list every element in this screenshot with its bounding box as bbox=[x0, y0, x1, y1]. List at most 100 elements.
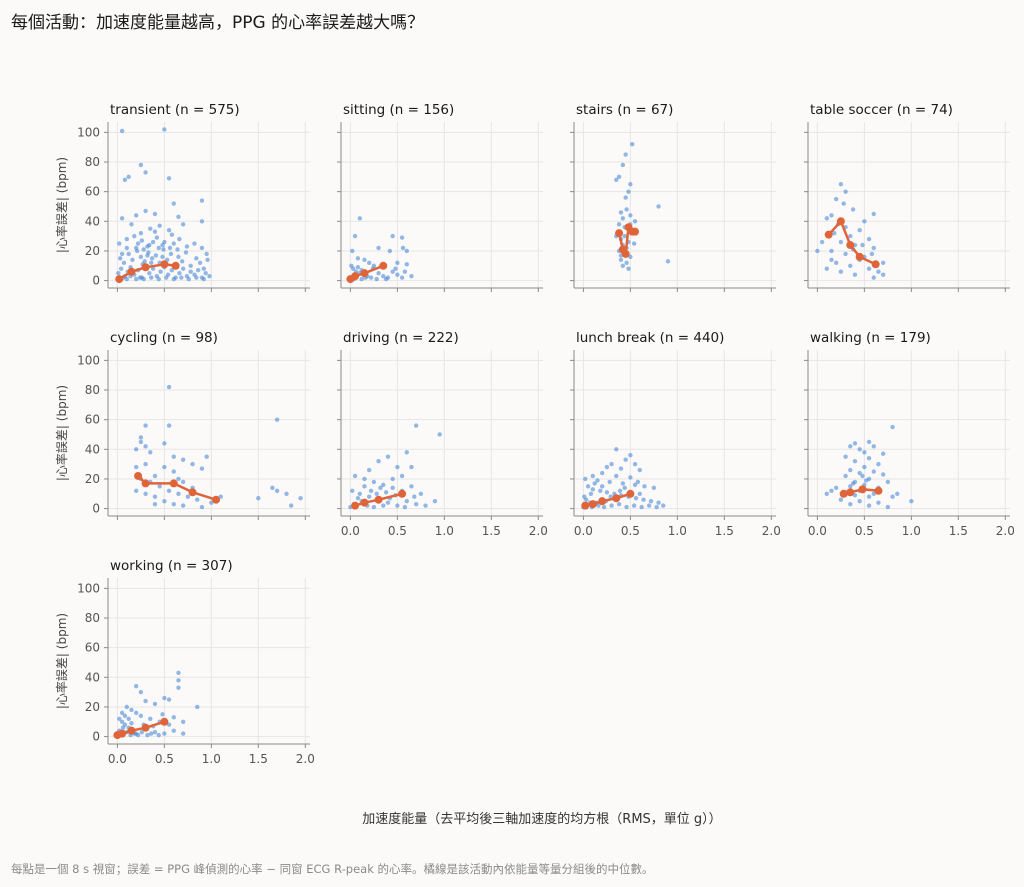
x-tick-label: 2.0 bbox=[996, 524, 1015, 538]
data-point bbox=[138, 713, 144, 719]
data-point bbox=[374, 276, 379, 282]
data-point bbox=[829, 257, 834, 263]
data-point bbox=[819, 239, 825, 245]
data-point bbox=[866, 494, 872, 499]
median-point bbox=[846, 241, 855, 250]
median-point bbox=[615, 229, 624, 238]
data-point bbox=[148, 226, 153, 231]
data-point bbox=[137, 275, 143, 280]
data-point bbox=[362, 476, 367, 482]
data-point bbox=[119, 128, 125, 134]
data-point bbox=[876, 269, 881, 274]
data-point bbox=[119, 710, 125, 716]
data-point bbox=[122, 713, 128, 719]
y-tick-label: 0 bbox=[92, 502, 100, 516]
data-point bbox=[404, 248, 409, 254]
data-point bbox=[180, 222, 186, 227]
data-point bbox=[148, 716, 153, 722]
data-point bbox=[618, 210, 624, 215]
median-point bbox=[855, 252, 864, 261]
x-tick-label: 1.5 bbox=[949, 524, 968, 538]
data-point bbox=[399, 473, 405, 479]
data-point bbox=[404, 450, 409, 455]
panel-cycling: cycling (n = 98) 0 20 40 60 80 100 |心率誤差| (bpm) bbox=[54, 330, 310, 520]
data-point bbox=[833, 485, 839, 491]
panel-title: cycling (n = 98) bbox=[110, 330, 218, 346]
data-point bbox=[289, 503, 294, 508]
data-point bbox=[366, 260, 372, 266]
data-point bbox=[618, 466, 624, 471]
data-point bbox=[607, 479, 612, 485]
data-point bbox=[623, 457, 628, 462]
data-point bbox=[203, 270, 208, 276]
y-tick-label: 40 bbox=[85, 442, 100, 456]
data-point bbox=[362, 484, 367, 489]
data-point bbox=[149, 275, 154, 280]
data-point bbox=[616, 222, 622, 227]
data-point bbox=[609, 461, 614, 467]
data-point bbox=[623, 152, 628, 157]
data-point bbox=[143, 698, 148, 704]
data-point bbox=[862, 450, 867, 455]
data-point bbox=[351, 266, 356, 271]
data-point bbox=[152, 229, 158, 234]
data-point bbox=[390, 485, 395, 491]
data-point bbox=[180, 457, 186, 462]
y-axis-title: |心率誤差| (bpm) bbox=[54, 385, 69, 481]
data-point bbox=[601, 504, 607, 510]
median-point bbox=[858, 485, 867, 494]
data-point bbox=[350, 488, 355, 494]
data-point bbox=[395, 503, 400, 508]
data-point bbox=[150, 239, 156, 245]
data-point bbox=[895, 491, 900, 496]
data-point bbox=[352, 233, 358, 239]
data-point bbox=[628, 475, 633, 480]
data-point bbox=[162, 498, 167, 504]
median-point bbox=[118, 729, 127, 738]
data-point bbox=[651, 485, 657, 491]
data-point bbox=[862, 464, 867, 470]
data-point bbox=[393, 266, 398, 271]
data-point bbox=[195, 704, 200, 710]
data-point bbox=[848, 467, 853, 473]
data-point bbox=[359, 276, 364, 282]
data-point bbox=[628, 182, 633, 187]
data-point bbox=[850, 481, 856, 486]
data-point bbox=[124, 245, 129, 251]
median-point bbox=[127, 726, 136, 735]
data-point bbox=[180, 719, 186, 724]
data-point bbox=[199, 504, 205, 510]
data-point bbox=[171, 201, 176, 206]
data-point bbox=[166, 722, 172, 727]
data-point bbox=[162, 731, 167, 736]
data-point bbox=[624, 207, 629, 212]
median-point bbox=[581, 501, 590, 510]
data-point bbox=[598, 488, 603, 494]
data-point bbox=[138, 230, 144, 236]
data-point bbox=[143, 461, 148, 467]
data-point bbox=[158, 269, 163, 274]
data-point bbox=[423, 503, 428, 508]
data-point bbox=[637, 491, 642, 496]
data-point bbox=[876, 461, 881, 467]
data-point bbox=[824, 216, 829, 221]
data-point bbox=[632, 461, 638, 467]
data-point bbox=[864, 478, 869, 483]
x-tick-label: 0.5 bbox=[855, 524, 874, 538]
data-point bbox=[374, 491, 379, 496]
data-point bbox=[413, 501, 419, 507]
data-point bbox=[585, 484, 591, 489]
median-point bbox=[360, 269, 369, 278]
data-point bbox=[437, 432, 442, 437]
median-point bbox=[160, 717, 169, 726]
data-point bbox=[169, 232, 175, 237]
data-point bbox=[118, 256, 123, 261]
data-point bbox=[199, 245, 205, 251]
data-point bbox=[118, 266, 124, 271]
y-tick-label: 80 bbox=[85, 611, 100, 625]
data-point bbox=[880, 472, 886, 477]
data-point bbox=[204, 251, 209, 257]
data-point bbox=[584, 497, 589, 502]
data-point bbox=[866, 236, 872, 242]
data-point bbox=[838, 497, 844, 502]
